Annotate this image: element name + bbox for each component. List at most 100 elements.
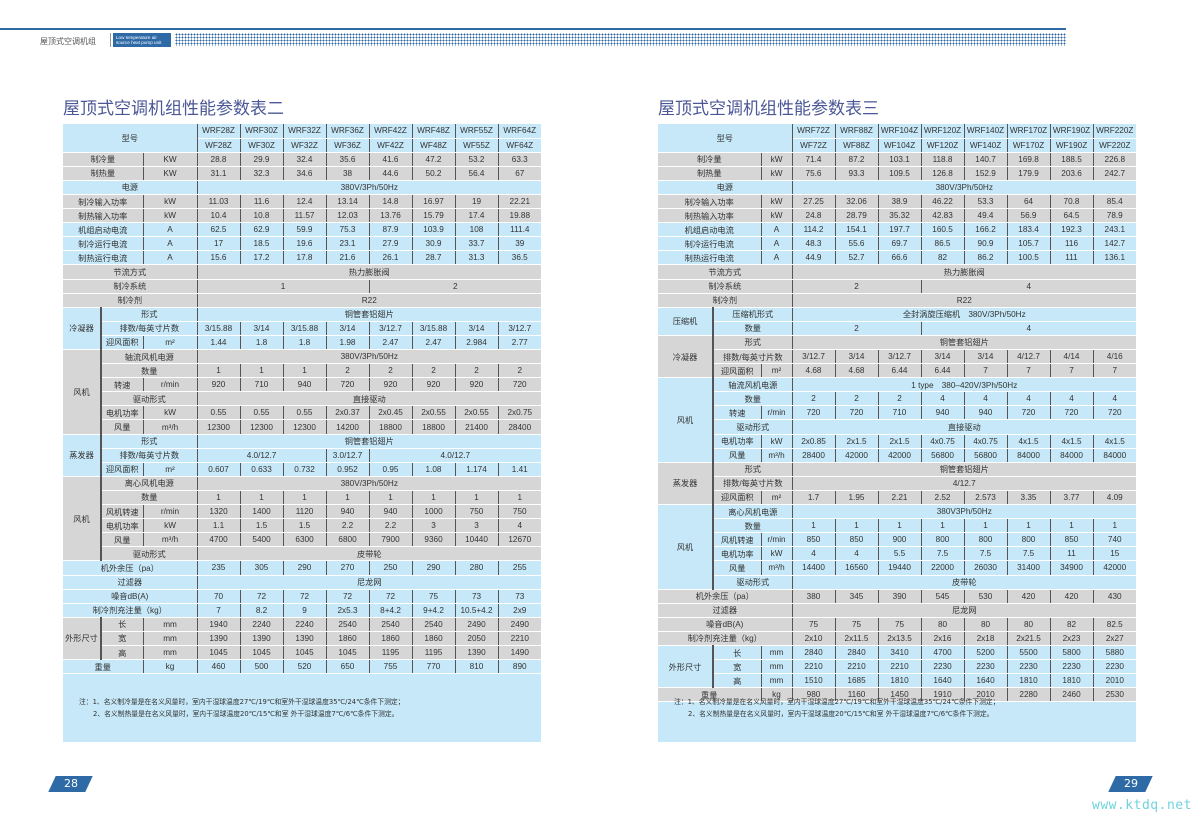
value-cell: 4.68 xyxy=(792,363,836,379)
value-cell: 2210 xyxy=(835,659,879,675)
table-row: 制冷输入功率 kW 27.25 32.06 38.9 46.22 53.3 64 70.8 85.… xyxy=(658,194,1137,210)
value-cell: 2x0.55 xyxy=(455,405,499,421)
value-cell: 3 xyxy=(412,518,456,534)
row-label: 风机转速 xyxy=(101,504,144,520)
value-cell: 71.4 xyxy=(792,152,836,167)
value-cell: 1810 xyxy=(1007,673,1051,689)
value-cell: 116 xyxy=(1050,236,1094,252)
unit: mm xyxy=(143,631,198,646)
value-cell: 55.6 xyxy=(835,236,879,252)
header-divider xyxy=(110,33,111,47)
model-name: WF48Z xyxy=(412,138,456,153)
table-row: 制冷系统 1 2 xyxy=(63,279,542,294)
value-cell: 2x0.45 xyxy=(369,405,413,421)
value-cell: 430 xyxy=(1093,589,1137,604)
value-cell: 18800 xyxy=(412,419,456,435)
row-label: 迎风面积 xyxy=(101,462,144,477)
value-cell: 345 xyxy=(835,589,879,604)
value-cell: 70.8 xyxy=(1050,194,1094,210)
group-label: 蒸发器 xyxy=(63,434,102,477)
unit: m² xyxy=(761,363,793,379)
model-name: WRF36Z xyxy=(326,124,370,139)
value-cell: 10.5+4.2 xyxy=(455,603,499,618)
row-label: 节流方式 xyxy=(658,264,793,280)
value-cell: 24.8 xyxy=(792,208,836,224)
unit: kW xyxy=(761,194,793,210)
unit: m³/h xyxy=(143,419,198,435)
value-cell: 179.9 xyxy=(1007,166,1051,181)
value-cell: 192.3 xyxy=(1050,222,1094,238)
value-cell: 118.8 xyxy=(921,152,965,167)
group-label: 风机 xyxy=(658,377,714,463)
table-row: 机外余压（pa） 235 305 290 270 250 290 280 255 xyxy=(63,560,542,576)
value-cell: 3/14 xyxy=(240,321,284,336)
value-cell: 12670 xyxy=(498,532,542,548)
value-cell: 2x10 xyxy=(792,631,836,646)
value-cell: 3.35 xyxy=(1007,490,1051,506)
unit: r/min xyxy=(143,504,198,520)
value-cell: 1 xyxy=(197,363,241,379)
table-notes: 注：1、名义制冷量是在名义风量时，室内干湿球温度27℃/19℃和室外干湿球温度3… xyxy=(79,696,405,720)
row-label: 宽 xyxy=(101,631,144,646)
table-row: 机组启动电流 A 114.2 154.1 197.7 160.5 166.2 183.4 192… xyxy=(658,222,1137,238)
value-cell: 2 xyxy=(498,363,542,379)
value-cell: 41.6 xyxy=(369,152,413,167)
row-label: 高 xyxy=(713,673,762,689)
value-cell: 1 xyxy=(240,363,284,379)
value-cell: 4.0/12.7 xyxy=(197,448,327,463)
table-row: 制冷剂充注量（kg） 7 8.2 9 2x5.3 8+4.2 9+4.2 10.5+4.2 2x… xyxy=(63,603,542,618)
unit: kW xyxy=(761,208,793,224)
spec-panel-left: 型号 WRF28Z WRF30Z WRF32Z WRF36Z WRF42Z WRF48Z WR… xyxy=(63,124,542,742)
note-line: 2、名义制热量是在名义风量时，室内干湿球温度20℃/15℃和室 外干湿球温度7℃… xyxy=(688,710,994,718)
model-name: WF88Z xyxy=(835,138,879,153)
value-cell: 255 xyxy=(498,560,542,576)
value-cell: 5800 xyxy=(1050,645,1094,661)
row-label: 迎风面积 xyxy=(713,363,762,379)
unit: kg xyxy=(761,687,793,703)
value-cell: 1 xyxy=(1093,518,1137,534)
table-row: 风量 m³/h 14400 16560 19440 22000 26030 31400 3490… xyxy=(658,560,1137,576)
group-label: 外形尺寸 xyxy=(658,645,714,689)
row-label: 风机转速 xyxy=(713,532,762,548)
value-cell: 84000 xyxy=(1093,448,1137,463)
value-cell: 1 xyxy=(498,490,542,506)
value-cell: 1490 xyxy=(498,645,542,661)
header-row: WF28Z WF30Z WF32Z WF36Z WF42Z WF48Z WF55Z WF64Z xyxy=(63,138,542,153)
value-cell: 169.8 xyxy=(1007,152,1051,167)
model-name: WF190Z xyxy=(1050,138,1094,153)
value-cell: 250 xyxy=(369,560,413,576)
value-cell: 142.7 xyxy=(1093,236,1137,252)
value-cell: 4 xyxy=(792,546,836,562)
value-cell: 9+4.2 xyxy=(412,603,456,618)
spec-table: 型号 WRF72Z WRF88Z WRF104Z WRF120Z WRF140Z WRF17… xyxy=(658,124,1137,703)
table-row: 迎风面积 m² 4.68 4.68 6.44 6.44 7 7 7 7 xyxy=(658,363,1137,379)
value-cell: 420 xyxy=(1007,589,1051,604)
table-row: 制冷运行电流 A 48.3 55.6 69.7 86.5 90.9 105.7 116 142.7 xyxy=(658,236,1137,252)
model-name: WF220Z xyxy=(1093,138,1137,153)
value-cell: 0.55 xyxy=(283,405,327,421)
brand-label: 屋顶式空调机组 xyxy=(40,37,96,46)
row-label: 电机功率 xyxy=(713,546,762,562)
value-cell: 1510 xyxy=(792,673,836,689)
value-cell: 1860 xyxy=(369,631,413,646)
tagline-line: Low temperature air xyxy=(116,35,157,40)
row-label: 电源 xyxy=(63,180,198,195)
row-label: 制冷剂充注量（kg） xyxy=(63,603,198,618)
row-label: 制热输入功率 xyxy=(63,208,144,224)
table-row: 制冷剂 R22 xyxy=(63,293,542,308)
value-cell: 直接驱动 xyxy=(792,419,1137,435)
value-cell: 尼龙网 xyxy=(197,575,542,590)
value-cell: 1685 xyxy=(835,673,879,689)
value-cell: 500 xyxy=(240,659,284,675)
value-cell: 108 xyxy=(455,222,499,238)
row-label: 数量 xyxy=(101,363,198,379)
value-cell: 940 xyxy=(326,504,370,520)
unit: kW xyxy=(143,208,198,224)
row-label: 制冷量 xyxy=(658,152,762,167)
value-cell: 42000 xyxy=(835,448,879,463)
value-cell: 1 type 380–420V/3Ph/50Hz xyxy=(792,377,1137,393)
value-cell: 520 xyxy=(283,659,327,675)
table-row: 噪音dB(A) 70 72 72 72 72 75 73 73 xyxy=(63,589,542,604)
value-cell: 2x13.5 xyxy=(878,631,922,646)
value-cell: 111.4 xyxy=(498,222,542,238)
